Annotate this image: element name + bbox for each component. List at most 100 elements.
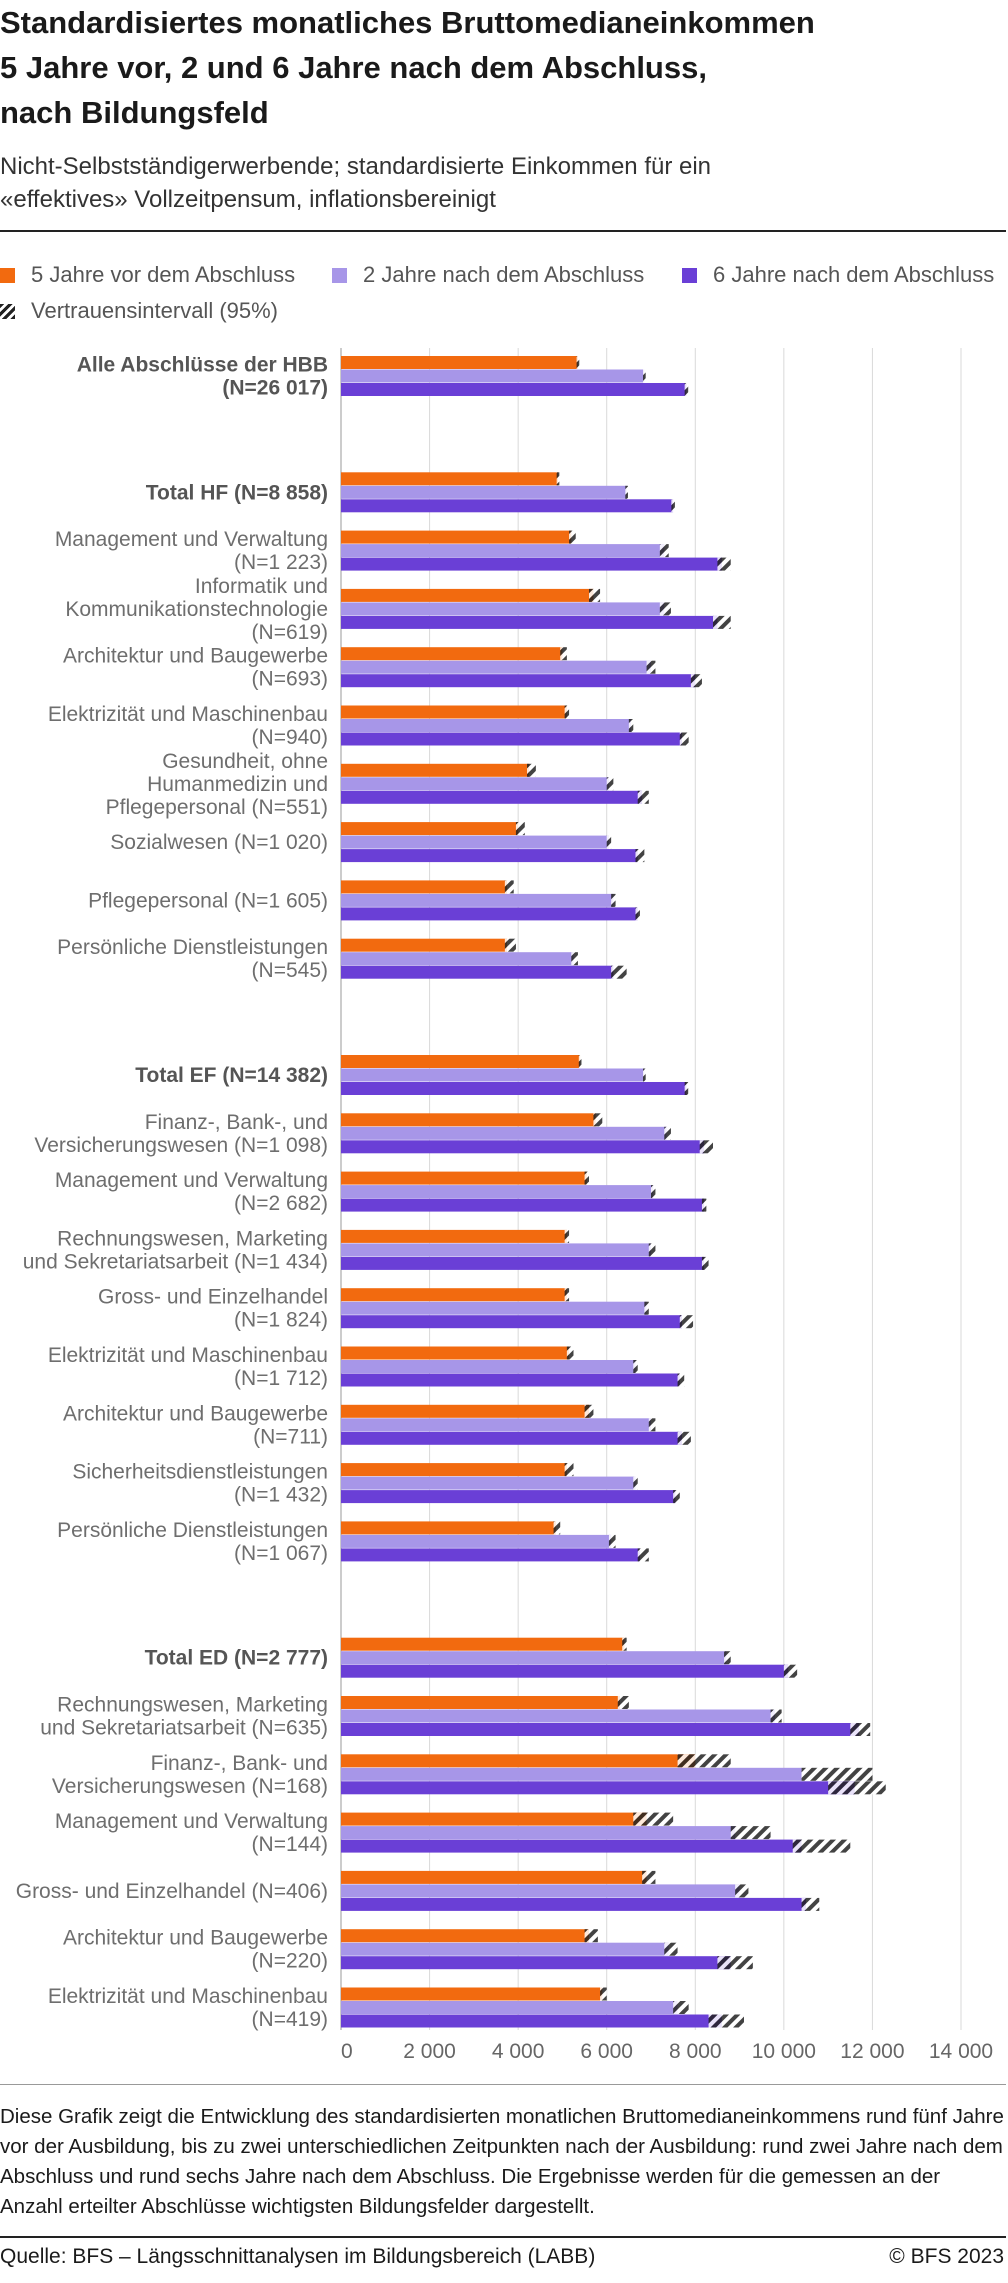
bar bbox=[341, 822, 519, 836]
confidence-interval bbox=[611, 965, 627, 979]
legend-swatch-s1 bbox=[0, 267, 15, 283]
confidence-interval bbox=[735, 1884, 749, 1898]
confidence-interval bbox=[724, 1651, 731, 1665]
confidence-interval bbox=[637, 790, 649, 804]
bar-chart: Alle Abschlüsse der HBB (N=26 017) Total H… bbox=[16, 348, 993, 2063]
bar bbox=[341, 660, 651, 674]
confidence-interval bbox=[611, 893, 616, 907]
confidence-interval bbox=[633, 1812, 674, 1826]
bar bbox=[341, 732, 682, 746]
confidence-interval bbox=[673, 2001, 689, 2014]
confidence-interval bbox=[713, 615, 731, 629]
category-labels: Alle Abschlüsse der HBB (N=26 017) Total H… bbox=[16, 354, 328, 2032]
confidence-interval bbox=[564, 705, 570, 719]
category-label: Management und Verwaltung (N=2 682) bbox=[55, 1169, 328, 1215]
legend-item-s2: 2 Jahre nach dem Abschluss bbox=[332, 262, 644, 288]
chart-description: Diese Grafik zeigt die Entwicklung des s… bbox=[0, 2105, 1004, 2218]
bar bbox=[341, 719, 632, 732]
x-tick-label: 12 000 bbox=[840, 2040, 904, 2063]
confidence-interval bbox=[643, 1068, 646, 1082]
confidence-interval bbox=[679, 1315, 694, 1329]
confidence-interval bbox=[564, 1229, 570, 1243]
bar bbox=[341, 2014, 722, 2028]
confidence-interval bbox=[783, 1664, 798, 1678]
confidence-interval bbox=[560, 647, 567, 661]
footer-rule-top bbox=[0, 2084, 1006, 2085]
confidence-interval bbox=[644, 1301, 649, 1315]
confidence-interval bbox=[651, 1185, 656, 1199]
confidence-interval bbox=[564, 1463, 574, 1477]
bar bbox=[341, 849, 638, 863]
source-note: Quelle: BFS – Längsschnittanalysen im Bi… bbox=[0, 2245, 596, 2268]
confidence-interval bbox=[625, 485, 628, 499]
confidence-interval bbox=[648, 1243, 656, 1257]
x-axis-ticks: 0 2 000 4 000 6 000 8 000 10 000 12 000 14 000 bbox=[341, 2040, 993, 2063]
bar bbox=[341, 588, 594, 602]
bar bbox=[341, 1360, 636, 1373]
bar bbox=[341, 835, 609, 849]
bar bbox=[341, 472, 558, 486]
bar bbox=[341, 1198, 705, 1212]
confidence-interval bbox=[584, 1929, 598, 1943]
confidence-interval bbox=[564, 1288, 570, 1302]
category-label: Pflegepersonal (N=1 605) bbox=[88, 889, 328, 912]
confidence-interval bbox=[664, 1942, 678, 1956]
category-label: Elektrizität und Maschinenbau (N=1 712) bbox=[48, 1344, 328, 1390]
confidence-interval bbox=[792, 1839, 851, 1853]
category-label: Management und Verwaltung (N=144) bbox=[55, 1810, 328, 1856]
bar bbox=[341, 1754, 696, 1768]
bar bbox=[341, 1140, 705, 1154]
copyright: © BFS 2023 bbox=[889, 2245, 1004, 2268]
bar bbox=[341, 1418, 651, 1432]
chart-title: Standardisiertes monatliches Bruttomedia… bbox=[0, 5, 815, 130]
bar bbox=[341, 1723, 860, 1736]
bar bbox=[341, 1490, 676, 1504]
confidence-interval bbox=[576, 356, 580, 369]
bar bbox=[341, 1068, 645, 1082]
bar bbox=[341, 1781, 855, 1795]
legend-label-s1: 5 Jahre vor dem Abschluss bbox=[31, 262, 296, 287]
bar bbox=[341, 705, 567, 719]
confidence-interval bbox=[677, 1431, 691, 1445]
category-label: Sicherheitsdienstleistungen (N=1 432) bbox=[72, 1461, 328, 1507]
category-label: Sozialwesen (N=1 020) bbox=[110, 831, 328, 854]
confidence-interval bbox=[801, 1767, 873, 1781]
bar bbox=[341, 1767, 802, 1781]
bar bbox=[341, 1709, 775, 1723]
bar bbox=[341, 356, 578, 369]
bar bbox=[341, 1548, 640, 1562]
x-tick-label: 14 000 bbox=[929, 2040, 993, 2063]
header-rule bbox=[0, 230, 1006, 232]
bar bbox=[341, 1171, 587, 1185]
bar bbox=[341, 1404, 589, 1418]
confidence-interval bbox=[690, 674, 702, 688]
bar bbox=[341, 647, 563, 661]
category-label: Rechnungswesen, Marketing und Sekretariat… bbox=[23, 1227, 328, 1273]
confidence-interval bbox=[633, 1476, 638, 1490]
category-label: Persönliche Dienstleistungen (N=545) bbox=[57, 936, 328, 982]
confidence-interval bbox=[608, 1534, 616, 1548]
legend-item-s1: 5 Jahre vor dem Abschluss bbox=[0, 262, 295, 288]
confidence-interval bbox=[600, 1987, 607, 2001]
bar bbox=[341, 777, 609, 791]
bar bbox=[341, 1256, 705, 1270]
category-label: Finanz-, Bank-, und Versicherungswesen (N… bbox=[34, 1111, 328, 1157]
bar bbox=[341, 1826, 736, 1840]
category-label: Finanz-, Bank- und Versicherungswesen (N=… bbox=[52, 1752, 328, 1798]
confidence-interval bbox=[801, 1897, 820, 1911]
bar bbox=[341, 1897, 806, 1911]
confidence-interval bbox=[584, 1171, 589, 1185]
confidence-interval bbox=[553, 1521, 561, 1535]
bar bbox=[341, 2001, 678, 2014]
bar bbox=[341, 602, 665, 616]
bar bbox=[341, 383, 687, 396]
bar bbox=[341, 544, 665, 558]
confidence-interval bbox=[527, 763, 536, 777]
bar bbox=[341, 1664, 789, 1678]
bar bbox=[341, 1929, 589, 1943]
confidence-interval bbox=[730, 1826, 771, 1840]
confidence-interval bbox=[770, 1709, 782, 1723]
confidence-interval bbox=[679, 732, 689, 746]
bar bbox=[341, 1812, 647, 1826]
legend: 5 Jahre vor dem Abschluss 2 Jahre nach d… bbox=[0, 262, 1008, 332]
